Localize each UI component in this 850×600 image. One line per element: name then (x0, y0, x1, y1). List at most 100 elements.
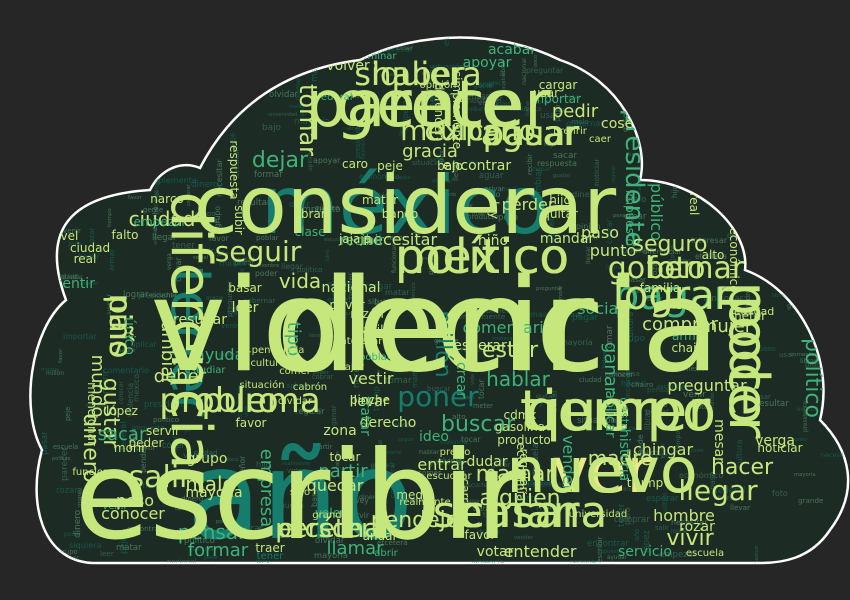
filler-word: resultar (756, 399, 789, 409)
filler-word: social (582, 426, 600, 433)
filler-word: volver (817, 117, 845, 127)
filler-word: producto (149, 101, 159, 137)
filler-word: ciudad (234, 257, 255, 264)
filler-word: llegar (399, 120, 405, 136)
filler-word: empezar (401, 96, 410, 131)
filler-word: votar (287, 467, 305, 475)
cloud-word: vivir (666, 526, 714, 551)
filler-word: zona (376, 370, 382, 382)
cloud-word: ver (552, 434, 653, 507)
filler-word: llevar (452, 161, 460, 181)
cloud-word: recibir (340, 233, 384, 249)
filler-word: poner (418, 256, 433, 262)
cloud-word: gente (335, 68, 520, 142)
cloud-word: servicio (618, 544, 672, 560)
filler-word: situación (577, 415, 616, 426)
cloud-word: quitar (542, 207, 578, 221)
filler-word: impuesto (597, 549, 622, 555)
filler-word: solo (484, 189, 501, 199)
filler-word: basar (550, 389, 559, 412)
filler-word: ver (465, 360, 474, 366)
cloud-word: comentario (462, 318, 553, 337)
filler-word: perder (345, 272, 355, 299)
filler-word: precio (489, 81, 507, 87)
filler-word: rozar (724, 91, 742, 99)
filler-word: millón (536, 502, 563, 513)
filler-word: quedar (61, 274, 83, 281)
cloud-word: diferenciar (158, 192, 223, 494)
cloud-word: librar (294, 207, 326, 221)
filler-word: dudar (82, 281, 99, 287)
cloud-word: gasolina (495, 420, 545, 434)
filler-word: conocer (605, 370, 634, 379)
cloud-word: defender (432, 83, 446, 137)
cloud-word: tratar (357, 396, 373, 436)
filler-word: leer (454, 117, 463, 131)
filler-word: lópez (641, 530, 652, 553)
cloud-word: tiempo (520, 379, 716, 444)
cloud-word: favor (465, 528, 496, 542)
filler-word: estar (658, 156, 680, 166)
filler-word: acabar (685, 139, 704, 145)
filler-word: tener (825, 48, 847, 58)
filler-word: poder (547, 502, 570, 511)
filler-word: rozar (56, 486, 78, 496)
cloud-word: parecer (306, 68, 552, 142)
filler-word: morir (558, 285, 564, 300)
filler-word: mujer (157, 124, 175, 131)
filler-word: crear (624, 212, 647, 222)
filler-word: favor (209, 234, 230, 243)
filler-word: gustar (738, 334, 759, 341)
filler-word: ciudad (194, 449, 217, 457)
cloud-word: mencionar (85, 382, 99, 446)
cloud-word: funcionar (72, 467, 120, 478)
filler-word: pensar (613, 213, 632, 219)
filler-word: voler (804, 177, 810, 191)
filler-word: cambiar (534, 167, 544, 204)
cloud-word: llegar (678, 474, 758, 507)
filler-word: noticiar (592, 159, 601, 187)
filler-word: mexico (132, 374, 141, 402)
filler-word: pendejo (139, 442, 148, 473)
filler-word: tener (332, 291, 346, 297)
filler-word: siquiera (371, 463, 395, 469)
filler-word: cargar (669, 257, 691, 265)
filler-word: bajo (240, 268, 246, 281)
filler-word: situación (432, 63, 464, 71)
filler-word: traer (668, 383, 690, 393)
filler-word: escuela (614, 30, 623, 59)
cloud-word: cambiar (157, 311, 178, 385)
filler-word: librar (51, 166, 66, 172)
filler-word: alto (128, 161, 136, 174)
filler-word: lograr (227, 307, 248, 316)
filler-word: interesar (691, 235, 728, 245)
cloud-word: pendejada (252, 345, 305, 356)
filler-word: aguar (479, 170, 504, 180)
filler-word: alguien (153, 225, 159, 245)
filler-word: puro (623, 507, 632, 525)
filler-word: privar (484, 185, 505, 193)
filler-word: gobernar (566, 118, 604, 128)
filler-word: preguntar (526, 66, 564, 75)
cloud-word: traer (255, 541, 284, 555)
filler-word: ayudar (607, 555, 628, 561)
cloud-word: punto (590, 241, 637, 260)
filler-word: sentir (355, 467, 381, 477)
filler-word: medio (229, 480, 235, 497)
cloud-word: pendejo (371, 508, 460, 533)
filler-word: mayoría (314, 550, 348, 560)
cloud-word: cdmx (503, 408, 536, 422)
filler-word: comprar (186, 183, 192, 206)
cloud-word: llamar (327, 538, 385, 559)
filler-word: comer (428, 157, 445, 163)
filler-word: meter (562, 93, 582, 101)
filler-word: cabrón (784, 151, 812, 161)
cloud-word: económico (727, 227, 741, 292)
filler-word: tiempo (107, 208, 113, 227)
filler-word: cultura (734, 440, 744, 468)
filler-word: culpar (44, 84, 68, 93)
filler-word: terminar (360, 131, 367, 159)
cloud-word: país (102, 295, 137, 356)
cloud-word: esperar (453, 338, 507, 354)
